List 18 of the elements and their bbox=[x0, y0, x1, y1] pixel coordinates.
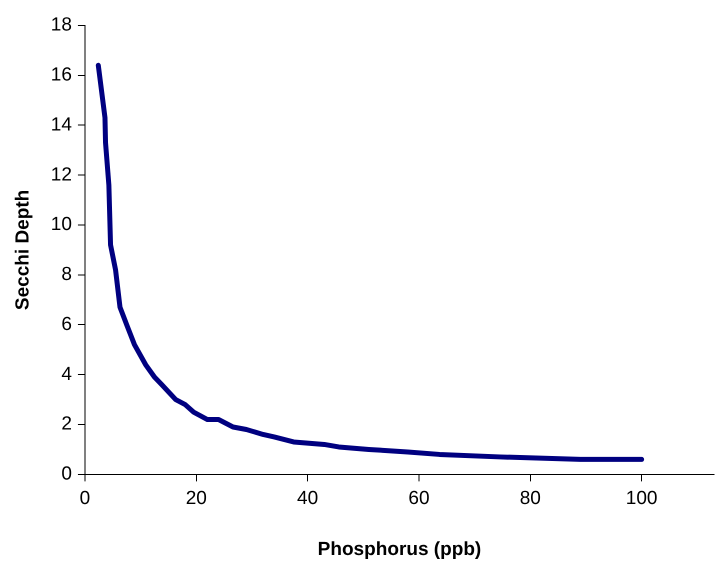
y-tick-label: 6 bbox=[61, 314, 72, 335]
y-tick-label: 16 bbox=[50, 64, 72, 86]
y-tick-label: 0 bbox=[61, 464, 72, 485]
y-tick-label: 4 bbox=[61, 364, 72, 385]
x-tick-label: 40 bbox=[297, 488, 318, 510]
x-axis-title: Phosphorus (ppb) bbox=[318, 538, 482, 560]
y-tick-label: 2 bbox=[61, 414, 72, 435]
x-tick-label: 80 bbox=[520, 488, 541, 510]
x-tick-label: 20 bbox=[186, 488, 207, 510]
x-tick-label: 60 bbox=[408, 488, 430, 510]
x-tick-label: 0 bbox=[80, 488, 90, 510]
y-tick-label: 14 bbox=[50, 114, 72, 136]
x-tick-label: 100 bbox=[626, 488, 658, 510]
y-axis-title: Secchi Depth bbox=[12, 190, 34, 310]
y-tick-label: 10 bbox=[50, 214, 72, 236]
y-tick-label: 8 bbox=[61, 264, 72, 286]
y-tick-label: 12 bbox=[50, 164, 72, 186]
y-tick-label: 18 bbox=[50, 14, 72, 36]
